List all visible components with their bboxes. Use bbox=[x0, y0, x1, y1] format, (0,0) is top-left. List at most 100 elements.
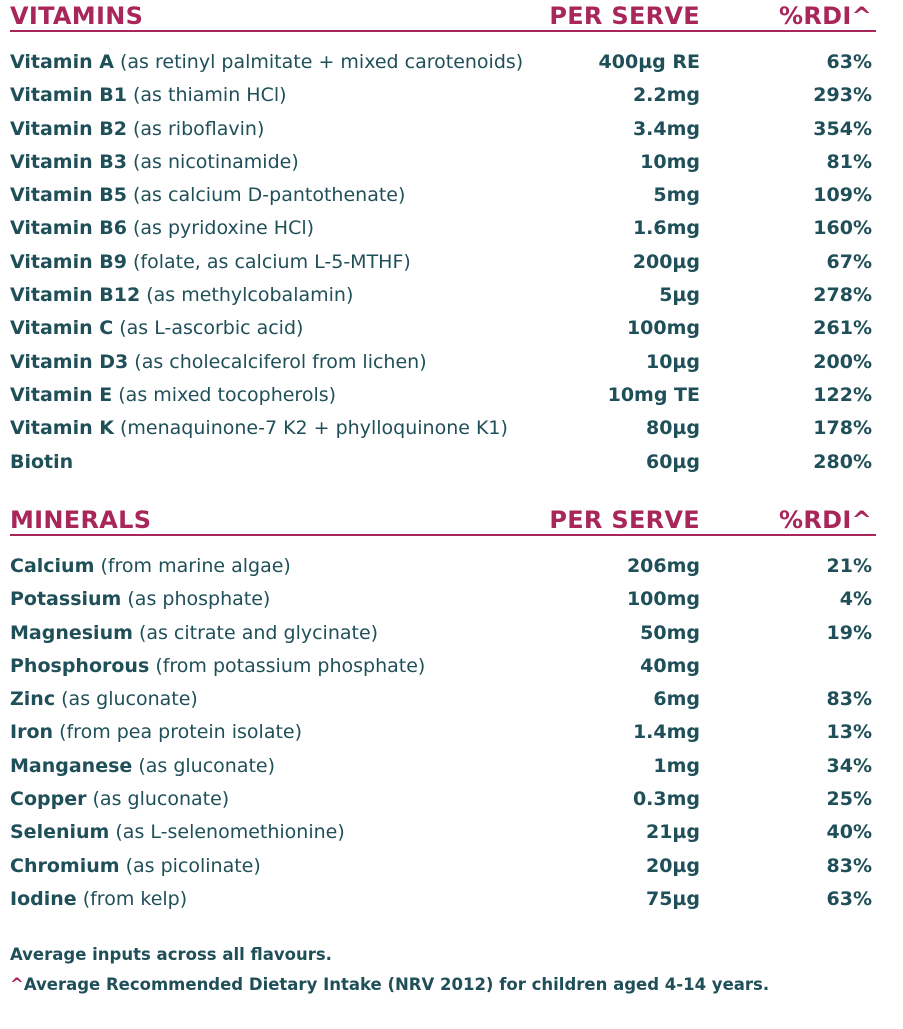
table-row: Vitamin K (menaquinone-7 K2 + phylloquin… bbox=[10, 412, 876, 445]
per-serve-value: 5mg bbox=[653, 184, 700, 207]
table-row: Manganese (as gluconate) 1mg 34% bbox=[10, 750, 876, 783]
nutrient-source: (as gluconate) bbox=[61, 688, 198, 711]
rdi-value: 21% bbox=[826, 555, 872, 577]
nutrient-name: Vitamin D3 (as cholecalciferol from lich… bbox=[10, 346, 427, 379]
nutrient-name: Vitamin B12 (as methylcobalamin) bbox=[10, 279, 353, 312]
per-serve-value: 6mg bbox=[653, 688, 700, 711]
per-serve-value: 10mg TE bbox=[607, 383, 700, 406]
nutrient-label: Vitamin B5 bbox=[10, 184, 127, 207]
nutrient-label: Vitamin B2 bbox=[10, 117, 127, 140]
rdi-value: 4% bbox=[839, 588, 872, 611]
nutrient-source: (from potassium phosphate) bbox=[155, 654, 426, 677]
nutrient-label: Vitamin B9 bbox=[10, 250, 127, 273]
table-row: Calcium (from marine algae) 206mg 21% bbox=[10, 550, 876, 583]
per-serve-value: 1.4mg bbox=[632, 721, 700, 744]
rdi-value: 19% bbox=[826, 621, 872, 644]
rdi-value: 63% bbox=[826, 887, 872, 910]
per-serve-value: 60µg bbox=[645, 450, 700, 473]
nutrient-source: (as picolinate) bbox=[125, 854, 261, 877]
rdi-value: 63% bbox=[826, 51, 872, 73]
minerals-table: Calcium (from marine algae) 206mg 21% Potas… bbox=[10, 550, 876, 916]
per-serve-value: 400µg RE bbox=[598, 51, 700, 73]
nutrient-label: Vitamin B1 bbox=[10, 84, 127, 107]
rdi-value: 122% bbox=[813, 383, 872, 406]
table-row: Biotin 60µg 280% bbox=[10, 446, 876, 479]
rdi-value: 81% bbox=[826, 150, 872, 173]
rdi-value: 354% bbox=[813, 117, 872, 140]
rdi-value: 34% bbox=[826, 754, 872, 777]
nutrient-name: Iodine (from kelp) bbox=[10, 883, 187, 916]
average-inputs-note: Average inputs across all flavours. bbox=[10, 945, 332, 964]
rdi-value: 13% bbox=[826, 721, 872, 744]
rdi-value: 278% bbox=[813, 284, 872, 307]
rdi-value: 67% bbox=[826, 250, 872, 273]
nutrient-name: Vitamin A (as retinyl palmitate + mixed … bbox=[10, 46, 523, 79]
minerals-per-serve-header: PER SERVE bbox=[549, 506, 700, 534]
nutrient-source: (as gluconate) bbox=[92, 788, 230, 811]
table-row: Vitamin B9 (folate, as calcium L-5-MTHF)… bbox=[10, 246, 876, 279]
nutrient-source: (as methylcobalamin) bbox=[146, 284, 354, 307]
nutrient-label: Vitamin B6 bbox=[10, 217, 127, 240]
per-serve-value: 21µg bbox=[645, 821, 700, 844]
nutrient-source: (menaquinone-7 K2 + phylloquinone K1) bbox=[120, 417, 508, 440]
table-row: Copper (as gluconate) 0.3mg 25% bbox=[10, 783, 876, 816]
per-serve-value: 100mg bbox=[626, 588, 700, 611]
caret-mark: ^ bbox=[10, 975, 24, 994]
per-serve-value: 10µg bbox=[645, 350, 700, 373]
nutrient-source: (as nicotinamide) bbox=[133, 150, 299, 173]
nutrient-name: Chromium (as picolinate) bbox=[10, 850, 261, 883]
per-serve-value: 100mg bbox=[626, 317, 700, 340]
per-serve-value: 200µg bbox=[632, 250, 700, 273]
nutrient-label: Vitamin D3 bbox=[10, 350, 129, 373]
nutrient-label: Vitamin K bbox=[10, 417, 114, 440]
per-serve-value: 1.6mg bbox=[632, 217, 700, 240]
nutrient-label: Vitamin B12 bbox=[10, 284, 141, 307]
table-row: Vitamin B2 (as riboflavin) 3.4mg 354% bbox=[10, 113, 876, 146]
rdi-footnote-text: Average Recommended Dietary Intake (NRV … bbox=[23, 975, 770, 994]
vitamins-rdi-header: %RDI^ bbox=[779, 2, 872, 30]
rdi-value: 160% bbox=[813, 217, 872, 240]
nutrient-name: Biotin bbox=[10, 446, 73, 479]
nutrient-label: Phosphorous bbox=[10, 654, 150, 677]
table-row: Vitamin E (as mixed tocopherols) 10mg TE 1… bbox=[10, 379, 876, 412]
table-row: Selenium (as L-selenomethionine) 21µg 40% bbox=[10, 816, 876, 849]
rdi-value: 280% bbox=[813, 450, 872, 473]
nutrient-label: Vitamin E bbox=[10, 383, 113, 406]
per-serve-value: 0.3mg bbox=[632, 788, 700, 811]
minerals-title: MINERALS bbox=[10, 506, 152, 534]
table-row: Vitamin B12 (as methylcobalamin) 5µg 278% bbox=[10, 279, 876, 312]
table-row: Potassium (as phosphate) 100mg 4% bbox=[10, 583, 876, 616]
nutrient-name: Vitamin C (as L-ascorbic acid) bbox=[10, 312, 303, 345]
per-serve-value: 20µg bbox=[645, 854, 700, 877]
vitamins-per-serve-header: PER SERVE bbox=[549, 2, 700, 30]
nutrient-source: (as pyridoxine HCl) bbox=[133, 217, 315, 240]
nutrient-label: Manganese bbox=[10, 754, 133, 777]
table-row: Vitamin C (as L-ascorbic acid) 100mg 261% bbox=[10, 312, 876, 345]
nutrient-label: Selenium bbox=[10, 821, 110, 844]
nutrient-label: Iron bbox=[10, 721, 54, 744]
table-row: Vitamin B1 (as thiamin HCl) 2.2mg 293% bbox=[10, 79, 876, 112]
nutrient-name: Zinc (as gluconate) bbox=[10, 683, 198, 716]
nutrient-source: (as L-ascorbic acid) bbox=[119, 317, 304, 340]
rdi-value: 25% bbox=[826, 788, 872, 811]
table-row: Vitamin B5 (as calcium D-pantothenate) 5m… bbox=[10, 179, 876, 212]
nutrient-label: Zinc bbox=[10, 688, 56, 711]
nutrient-source: (as thiamin HCl) bbox=[133, 84, 287, 107]
nutrient-source: (from kelp) bbox=[82, 887, 188, 910]
nutrient-name: Potassium (as phosphate) bbox=[10, 583, 270, 616]
table-row: Iron (from pea protein isolate) 1.4mg 13% bbox=[10, 716, 876, 749]
nutrient-source: (from marine algae) bbox=[100, 555, 291, 577]
nutrient-source: (as cholecalciferol from lichen) bbox=[134, 350, 427, 373]
rdi-value: 200% bbox=[813, 350, 872, 373]
table-row: Magnesium (as citrate and glycinate) 50mg… bbox=[10, 617, 876, 650]
nutrient-source: (as L-selenomethionine) bbox=[115, 821, 345, 844]
nutrient-label: Magnesium bbox=[10, 621, 133, 644]
nutrient-name: Vitamin B2 (as riboflavin) bbox=[10, 113, 264, 146]
nutrient-label: Chromium bbox=[10, 854, 120, 877]
per-serve-value: 5µg bbox=[659, 284, 700, 307]
nutrient-source: (as riboflavin) bbox=[133, 117, 265, 140]
nutrient-name: Vitamin B6 (as pyridoxine HCl) bbox=[10, 212, 314, 245]
nutrient-name: Vitamin B3 (as nicotinamide) bbox=[10, 146, 299, 179]
per-serve-value: 206mg bbox=[626, 555, 700, 577]
